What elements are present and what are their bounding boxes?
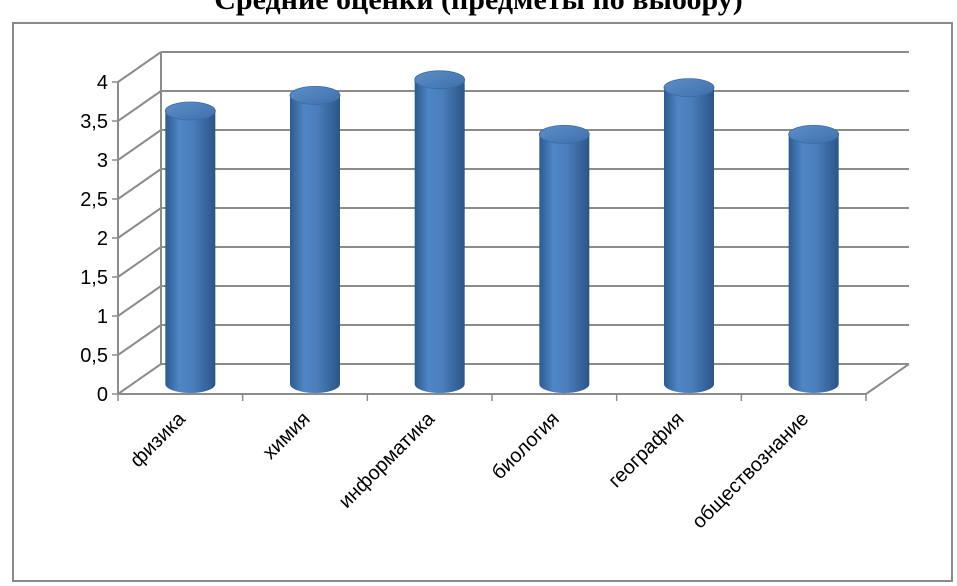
bar-top — [663, 78, 715, 97]
bar-обществознание — [788, 124, 840, 393]
x-tick-label: биология — [488, 408, 564, 484]
grid-layer — [117, 51, 910, 395]
y-tick-label: 1,5 — [80, 267, 108, 289]
gridline-side — [117, 129, 162, 161]
axis-layer — [112, 81, 867, 401]
y-tick-label: 0 — [97, 384, 108, 406]
bar-top — [414, 70, 466, 90]
bar-география — [663, 78, 715, 393]
gridline-side — [117, 90, 162, 122]
gridline-side — [117, 363, 162, 395]
bar-информатика — [414, 70, 466, 394]
bar-body — [664, 87, 714, 393]
x-tick-label: география — [604, 408, 688, 492]
bar-top — [788, 124, 840, 144]
gridline-side — [117, 246, 162, 278]
y-tick-label: 3,5 — [80, 111, 108, 133]
bar-body — [788, 134, 839, 393]
bar-физика — [164, 101, 216, 393]
x-tick-label: обществознание — [688, 408, 813, 533]
y-tick-label: 4 — [97, 72, 108, 94]
gridline-side — [117, 285, 162, 317]
x-tick-label: информатика — [335, 407, 440, 512]
y-tick-label: 1 — [97, 306, 108, 328]
y-tick-label: 2 — [97, 228, 108, 250]
gridline-side — [117, 51, 162, 83]
bar-body — [165, 111, 216, 393]
x-tick-label: физика — [126, 407, 190, 471]
bar-body — [539, 134, 590, 393]
gridline-side — [117, 168, 162, 200]
gridline-side — [117, 207, 162, 239]
bars-layer — [164, 70, 840, 394]
y-tick-label: 3 — [97, 150, 108, 172]
bar-top — [538, 124, 590, 144]
bar-top — [164, 101, 216, 121]
bar-top — [289, 86, 341, 105]
y-tick-label: 2,5 — [80, 189, 108, 211]
bar-body — [290, 95, 340, 394]
y-tick-label: 0,5 — [80, 345, 108, 367]
floor-edge-right — [865, 363, 910, 395]
x-tick-label: химия — [259, 408, 315, 464]
bar-биология — [538, 124, 590, 393]
gridline-side — [117, 324, 162, 356]
bar-body — [414, 79, 465, 394]
chart-title: Средние оценки (предметы по выбору) — [0, 0, 957, 18]
bar-химия — [289, 86, 341, 394]
